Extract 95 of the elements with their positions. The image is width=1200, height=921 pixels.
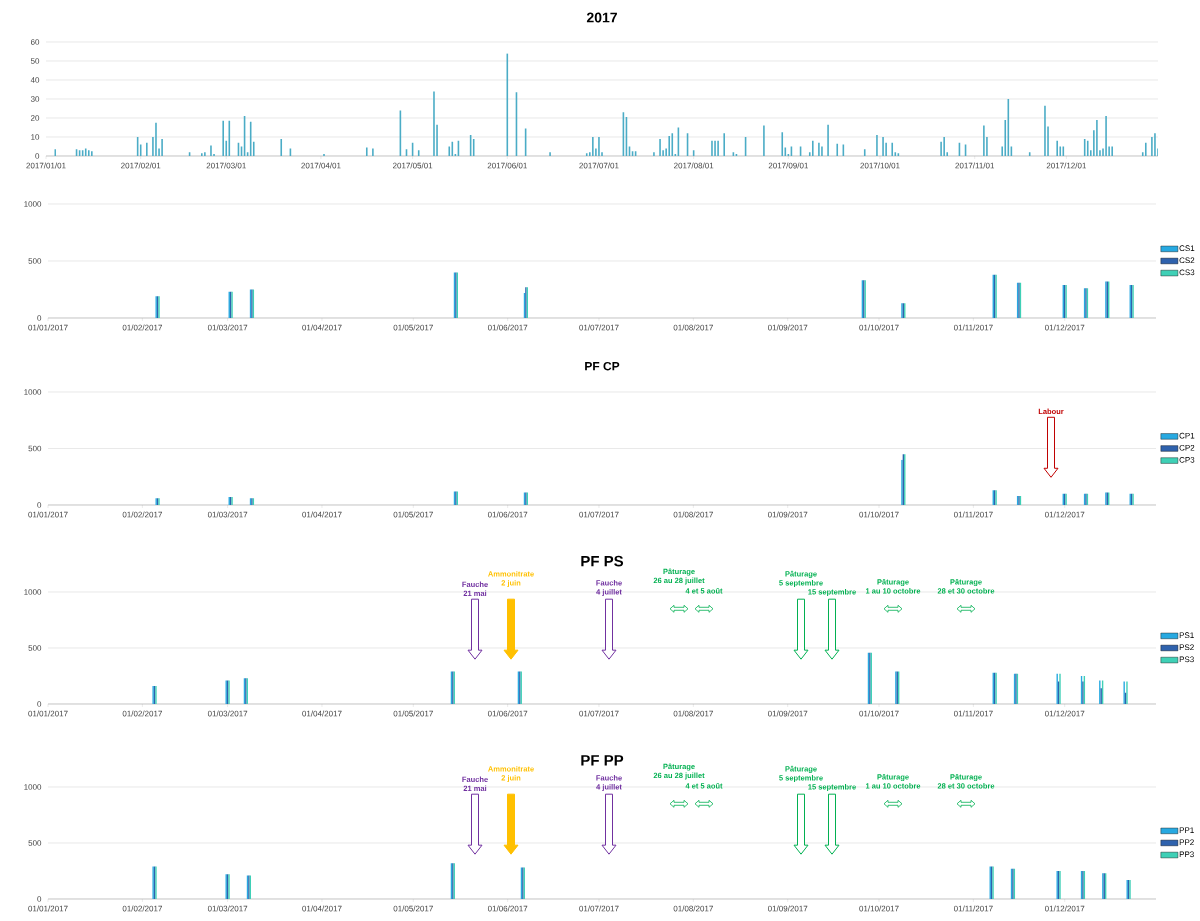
y-tick-label: 10 [31,134,40,140]
x-tick-label: 01/07/2017 [579,324,619,331]
x-tick-label: 01/12/2017 [1044,324,1085,331]
x-tick-label: 01/11/2017 [953,324,993,331]
y-tick-label: 500 [28,840,42,846]
x-tick-label: 01/08/2017 [673,511,713,518]
legend-label: PS3 [1179,656,1194,663]
x-tick-label: 01/04/2017 [302,511,342,518]
x-tick-label: 01/03/2017 [207,710,248,717]
legend-label: PP3 [1179,851,1194,858]
x-tick-label: 01/07/2017 [579,511,619,518]
x-tick-label: 01/01/2017 [28,511,68,518]
y-tick-label: 1000 [24,784,42,790]
x-tick-label: 01/08/2017 [673,710,713,717]
legend-label: PP2 [1179,839,1194,845]
y-tick-label: 20 [30,115,40,121]
x-tick-label: 01/07/2017 [579,710,619,717]
x-tick-label: 01/05/2017 [393,324,433,331]
x-tick-label: 01/03/2017 [207,324,248,331]
x-tick-label: 01/09/2017 [767,905,808,912]
x-tick-label: 2017/12/01 [1046,162,1086,169]
y-tick-label: 1000 [24,389,42,395]
x-tick-label: 01/04/2017 [302,905,342,912]
x-tick-label: 01/01/2017 [28,905,68,912]
y-tick-label: 0 [37,502,42,508]
legend-label: CS2 [1179,257,1195,264]
x-tick-label: 01/02/2017 [122,511,162,518]
y-tick-label: 0 [37,701,42,707]
x-tick-label: 01/01/2017 [28,710,68,717]
legend-label: PS1 [1179,632,1194,639]
legend-label: PP1 [1179,827,1194,833]
x-tick-label: 01/11/2017 [953,511,993,518]
x-tick-label: 01/05/2017 [393,905,433,912]
y-tick-label: 500 [28,445,42,452]
x-tick-label: 2017/11/01 [955,162,995,169]
x-tick-label: 01/11/2017 [953,710,993,717]
x-tick-label: 01/06/2017 [487,324,528,331]
x-tick-label: 01/02/2017 [122,905,162,912]
x-tick-label: 01/05/2017 [393,511,433,518]
x-tick-label: 01/07/2017 [579,905,619,912]
y-tick-label: 50 [30,58,40,64]
x-tick-label: 2017/04/01 [301,162,341,169]
x-tick-label: 2017/05/01 [392,162,433,169]
x-tick-label: 01/02/2017 [122,324,162,331]
y-tick-label: 30 [30,96,40,102]
chart-title: PF PP [581,755,624,766]
x-tick-label: 2017/10/01 [860,162,900,169]
y-tick-label: 40 [30,77,40,83]
x-tick-label: 01/12/2017 [1044,511,1085,518]
x-tick-label: 01/06/2017 [487,905,528,912]
chart-title: PF PS [581,555,624,567]
legend-label: CS1 [1179,245,1195,252]
x-tick-label: 2017/08/01 [674,162,714,169]
y-tick-label: 500 [28,645,42,651]
x-tick-label: 01/10/2017 [859,905,899,912]
y-tick-label: 1000 [24,201,42,207]
y-tick-label: 500 [28,258,42,264]
x-tick-label: 01/03/2017 [207,905,248,912]
x-tick-label: 01/02/2017 [122,710,162,717]
x-tick-label: 01/12/2017 [1044,710,1085,717]
x-tick-label: 01/08/2017 [673,905,713,912]
x-tick-label: 01/03/2017 [207,511,248,518]
x-tick-label: 2017/09/01 [768,162,808,169]
x-tick-label: 2017/07/01 [579,162,619,169]
x-tick-label: 2017/06/01 [487,162,527,169]
legend-label: CS3 [1179,269,1195,276]
x-tick-label: 01/11/2017 [953,905,993,912]
x-tick-label: 01/12/2017 [1044,905,1085,912]
legend-label: CP2 [1179,444,1195,451]
x-tick-label: 01/01/2017 [28,324,68,331]
legend-label: PS2 [1179,644,1194,651]
y-tick-label: 0 [37,896,42,902]
x-tick-label: 01/06/2017 [487,710,528,717]
x-tick-label: 01/09/2017 [767,710,808,717]
x-tick-label: 2017/02/01 [121,162,161,169]
x-tick-label: 01/10/2017 [859,710,899,717]
x-tick-label: 01/04/2017 [302,324,342,331]
y-tick-label: 60 [30,39,40,45]
x-tick-label: 01/04/2017 [302,710,342,717]
x-tick-label: 01/10/2017 [859,324,899,331]
y-tick-label: 0 [35,153,40,159]
chart-title: PF CP [585,361,620,371]
x-tick-label: 01/10/2017 [859,511,899,518]
legend-label: CP1 [1179,432,1195,439]
chart-title: 2017 [586,12,617,23]
x-tick-label: 2017/01/01 [26,162,66,169]
x-tick-label: 2017/03/01 [206,162,246,169]
x-tick-label: 01/08/2017 [673,324,713,331]
x-tick-label: 01/09/2017 [767,511,808,518]
y-tick-label: 1000 [24,589,42,595]
legend-label: CP3 [1179,457,1195,463]
x-tick-label: 01/05/2017 [393,710,433,717]
x-tick-label: 01/06/2017 [487,511,528,518]
y-tick-label: 0 [37,315,42,321]
x-tick-label: 01/09/2017 [767,324,808,331]
